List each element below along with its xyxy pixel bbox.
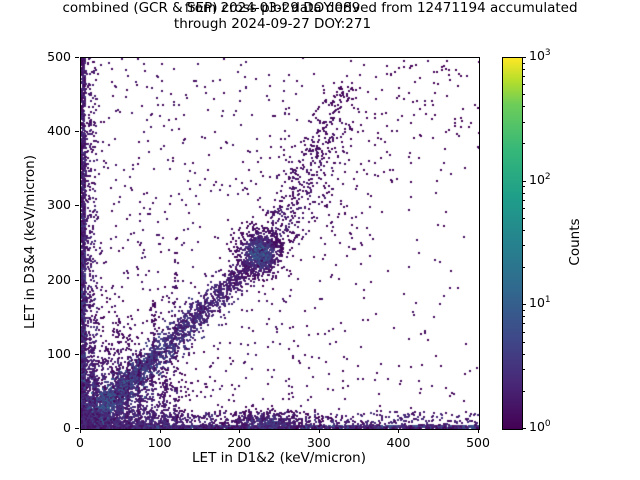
y-axis-tick <box>75 205 79 207</box>
colorbar-label: Counts <box>567 218 583 266</box>
y-axis-label: LET in D3&4 (keV/micron) <box>22 155 38 329</box>
colorbar-minor-tick <box>522 199 525 201</box>
colorbar-minor-tick <box>522 353 525 355</box>
colorbar-minor-tick <box>522 323 525 325</box>
scatter-density-canvas <box>81 58 479 429</box>
colorbar-minor-tick <box>522 331 525 333</box>
colorbar-minor-tick <box>522 76 525 78</box>
colorbar-minor-tick <box>522 390 525 392</box>
colorbar-tick-label: 100 <box>529 419 551 435</box>
colorbar-minor-tick <box>522 68 525 70</box>
y-axis-tick-label: 100 <box>47 345 71 361</box>
y-axis-tick-label: 0 <box>63 420 71 435</box>
colorbar-major-tick <box>522 304 526 306</box>
colorbar-minor-tick <box>522 316 525 318</box>
x-axis-tick <box>159 429 161 433</box>
y-axis-tick-label: 200 <box>47 271 71 287</box>
y-axis-tick-label: 400 <box>47 123 71 139</box>
colorbar-minor-tick <box>522 143 525 145</box>
colorbar-tick-label: 101 <box>529 295 551 311</box>
x-axis-tick-label: 200 <box>227 435 252 450</box>
colorbar-major-tick <box>522 57 526 58</box>
colorbar-minor-tick <box>522 368 525 370</box>
x-axis-tick-label: 500 <box>466 435 490 450</box>
plot-area <box>80 57 480 430</box>
y-axis-tick-label: 500 <box>47 49 71 64</box>
colorbar-minor-tick <box>522 267 525 269</box>
colorbar-minor-tick <box>522 309 525 311</box>
colorbar <box>502 57 523 430</box>
x-axis-tick-label: 300 <box>306 435 331 450</box>
colorbar-major-tick <box>522 180 526 182</box>
colorbar-minor-tick <box>522 245 525 247</box>
x-axis-label: LET in D1&2 (keV/micron) <box>192 450 366 466</box>
colorbar-tick-label: 103 <box>529 48 551 64</box>
colorbar-tick-label: 102 <box>529 171 551 187</box>
x-axis-tick-label: 400 <box>386 435 411 450</box>
x-axis-tick <box>478 429 479 433</box>
x-axis-tick <box>239 429 241 433</box>
colorbar-minor-tick <box>522 121 525 123</box>
y-axis-tick <box>75 279 79 281</box>
x-axis-tick <box>80 429 81 433</box>
chart-title-line-3: through 2024-09-27 DOY:271 <box>173 16 372 32</box>
colorbar-minor-tick <box>522 192 525 194</box>
colorbar-major-tick <box>522 428 526 429</box>
colorbar-minor-tick <box>522 84 525 86</box>
x-axis-tick <box>318 429 320 433</box>
colorbar-minor-tick <box>522 217 525 219</box>
x-axis-tick <box>398 429 400 433</box>
y-axis-tick <box>75 428 79 429</box>
colorbar-minor-tick <box>522 208 525 210</box>
x-axis-tick-label: 0 <box>76 435 84 450</box>
chart-title-line-1: combined (GCR & SEP) cross plot data der… <box>62 0 578 16</box>
y-axis-tick-label: 300 <box>47 197 71 213</box>
x-axis-tick-label: 100 <box>147 435 172 450</box>
y-axis-tick <box>75 353 79 355</box>
colorbar-minor-tick <box>522 186 525 188</box>
colorbar-minor-tick <box>522 341 525 343</box>
y-axis-tick <box>75 57 79 58</box>
y-axis-tick <box>75 131 79 133</box>
colorbar-minor-tick <box>522 62 525 64</box>
colorbar-minor-tick <box>522 229 525 231</box>
chart-title-line-2: from 2024-03-29 DOY:089 <box>184 0 361 16</box>
chart-title-sub: from 2024-03-29 DOY:089 through 2024-09-… <box>0 0 545 32</box>
colorbar-minor-tick <box>522 94 525 96</box>
colorbar-minor-tick <box>522 106 525 108</box>
